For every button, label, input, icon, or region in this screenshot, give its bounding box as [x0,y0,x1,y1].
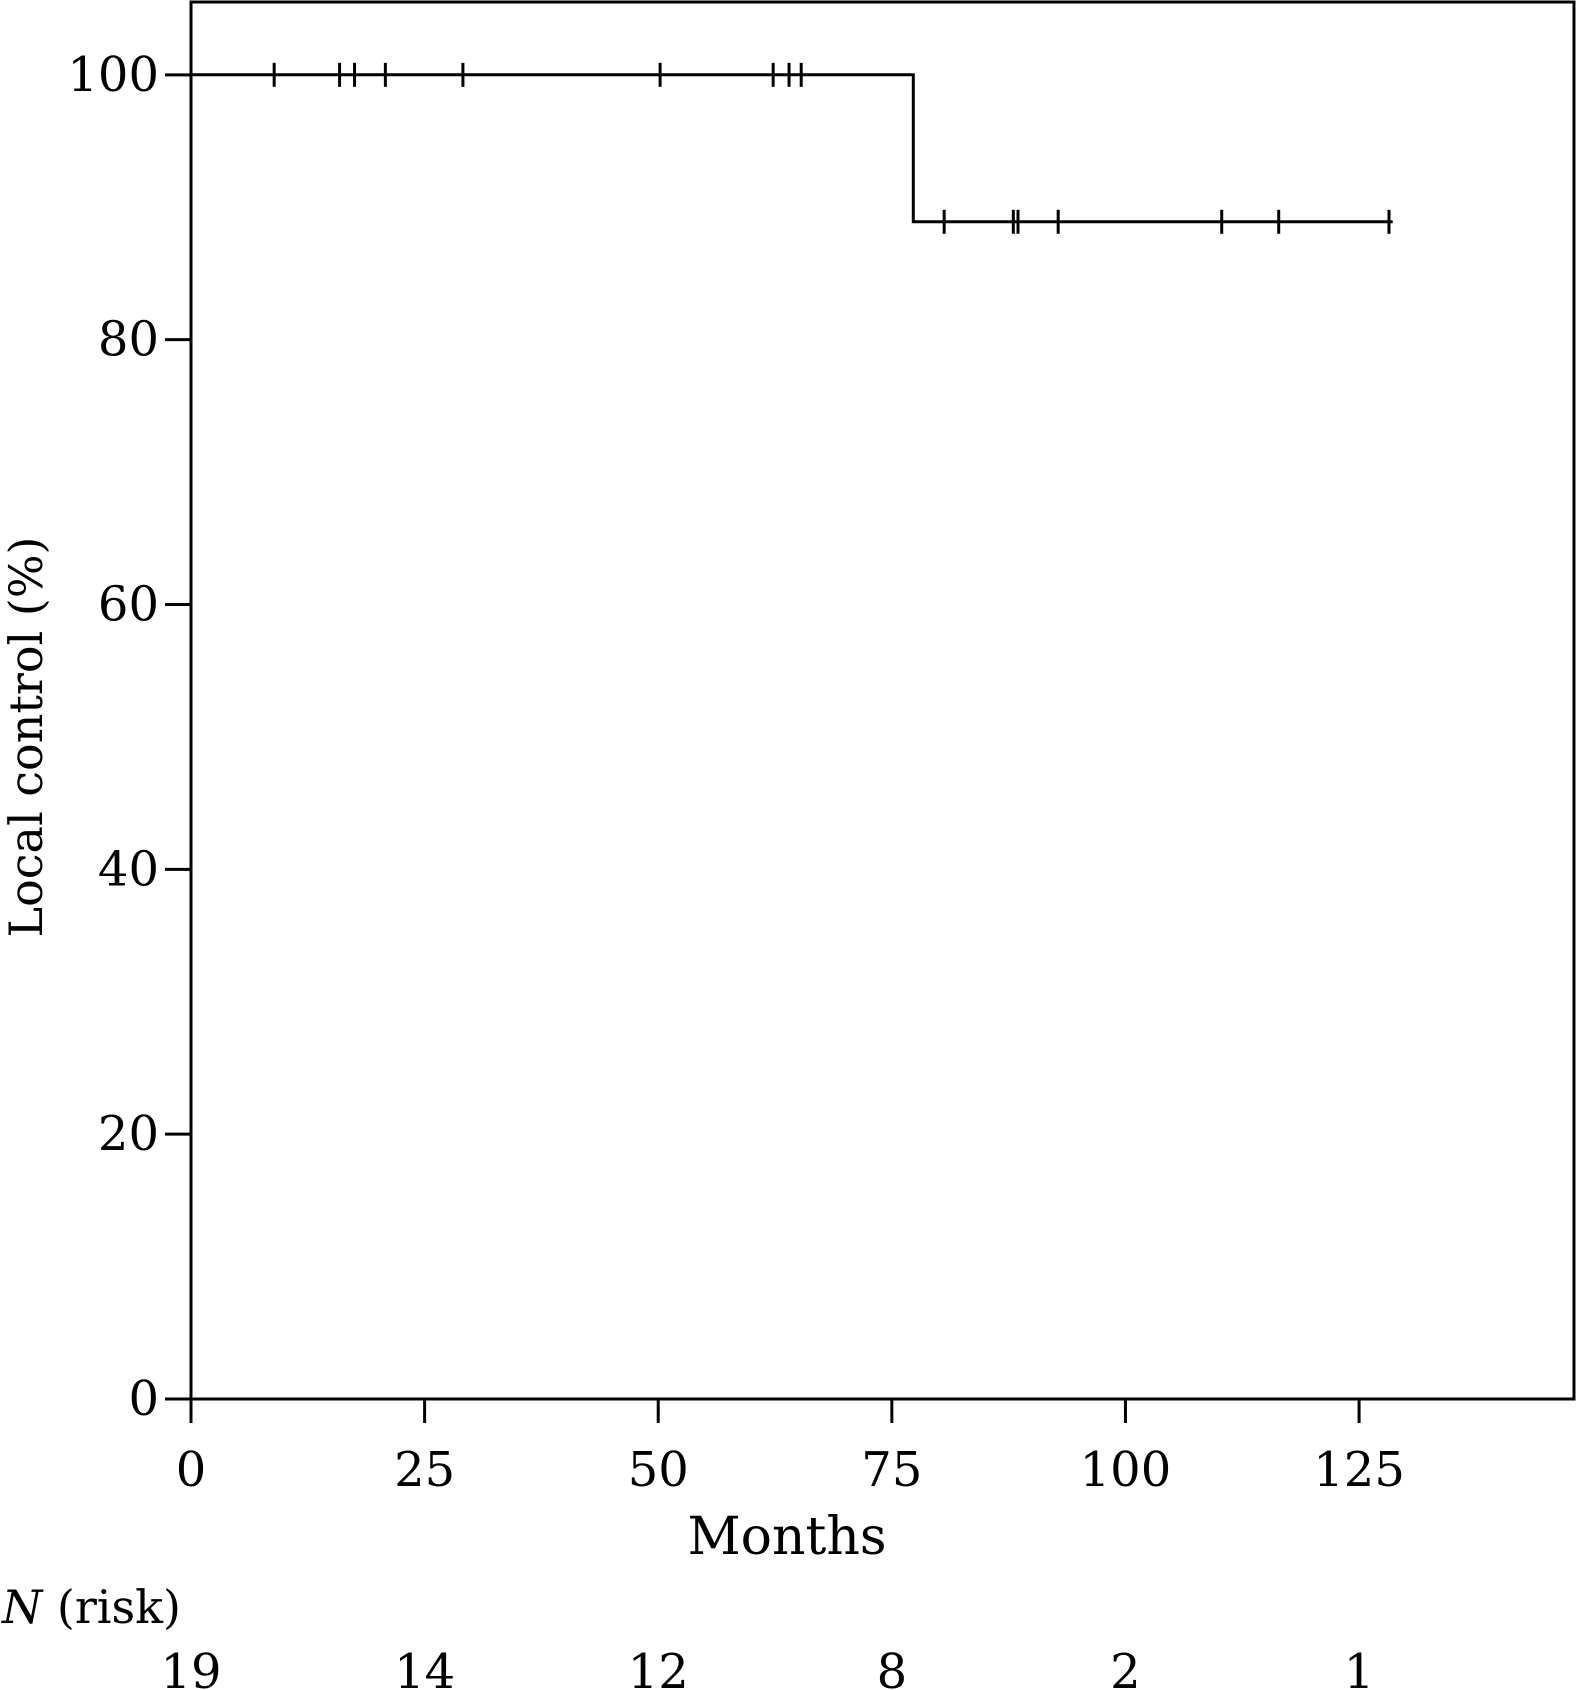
plot-frame [189,0,1576,1401]
x-tick-label: 50 [628,1442,689,1498]
y-tick-label: 0 [128,1371,159,1427]
y-tick-label: 40 [98,841,159,897]
survival-curve [191,73,1393,224]
risk-table-label: N (risk) [1,1580,181,1634]
censor-marks [272,62,1391,234]
x-tick-label: 75 [861,1442,922,1498]
x-tick-label: 125 [1313,1442,1405,1498]
y-tick-label: 80 [98,312,159,368]
x-axis-label: Months [687,1507,886,1567]
risk-count: 12 [628,1644,689,1690]
y-axis: 0 20 40 60 80 100 [67,47,191,1427]
x-tick-label: 100 [1080,1442,1172,1498]
y-tick-label: 60 [98,576,159,632]
risk-count: 8 [877,1644,908,1690]
y-tick-label: 20 [98,1106,159,1162]
risk-table-row: 19 14 12 8 2 1 [160,1644,1374,1690]
risk-label-n: N [1,1580,44,1634]
survival-curve-group [191,73,1393,224]
risk-count: 14 [394,1644,455,1690]
x-tick-label: 0 [176,1442,207,1498]
y-tick-label: 100 [67,47,159,103]
risk-count: 1 [1344,1644,1375,1690]
y-axis-label: Local control (%) [0,537,53,938]
risk-label-text: (risk) [42,1580,181,1634]
x-tick-label: 25 [394,1442,455,1498]
risk-count: 2 [1110,1644,1141,1690]
risk-count: 19 [160,1644,221,1690]
x-axis: 0 25 50 75 100 125 [176,1399,1405,1498]
